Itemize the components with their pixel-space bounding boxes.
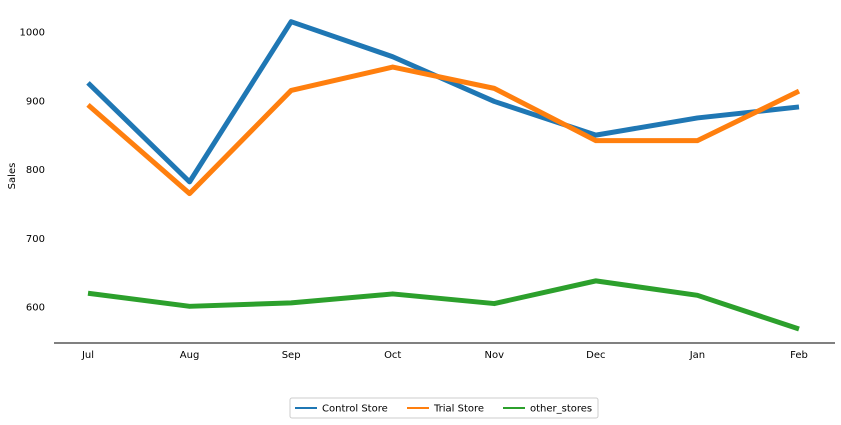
y-tick-label: 600 [26,303,45,314]
x-tick-label: Nov [485,350,505,361]
x-tick-label: Feb [790,350,808,361]
series-line-trial-store [86,64,801,197]
x-tick-label: Oct [384,350,401,361]
y-tick-label: 1000 [20,28,45,39]
y-axis: 600 700 800 900 1000 [20,28,45,314]
x-axis: Jul Aug Sep Oct Nov Dec Jan Feb [81,350,808,361]
legend-label: Trial Store [433,404,484,415]
x-tick-label: Jul [81,350,94,361]
legend-frame [289,397,599,419]
y-tick-label: 800 [26,165,45,176]
legend-label: other_stores [530,404,592,415]
x-tick-label: Dec [586,350,605,361]
x-tick-label: Jan [689,350,705,361]
series-line-control-store [86,19,800,185]
y-axis-title: Sales [7,163,18,190]
y-tick-label: 900 [26,96,45,107]
x-tick-label: Aug [180,350,200,361]
legend-label: Control Store [322,404,388,415]
series-lines [86,19,801,332]
series-line-other-stores [87,278,800,332]
legend: Control Store Trial Store other_stores [289,397,599,419]
y-tick-label: 700 [26,234,45,245]
x-tick-label: Sep [282,350,301,361]
